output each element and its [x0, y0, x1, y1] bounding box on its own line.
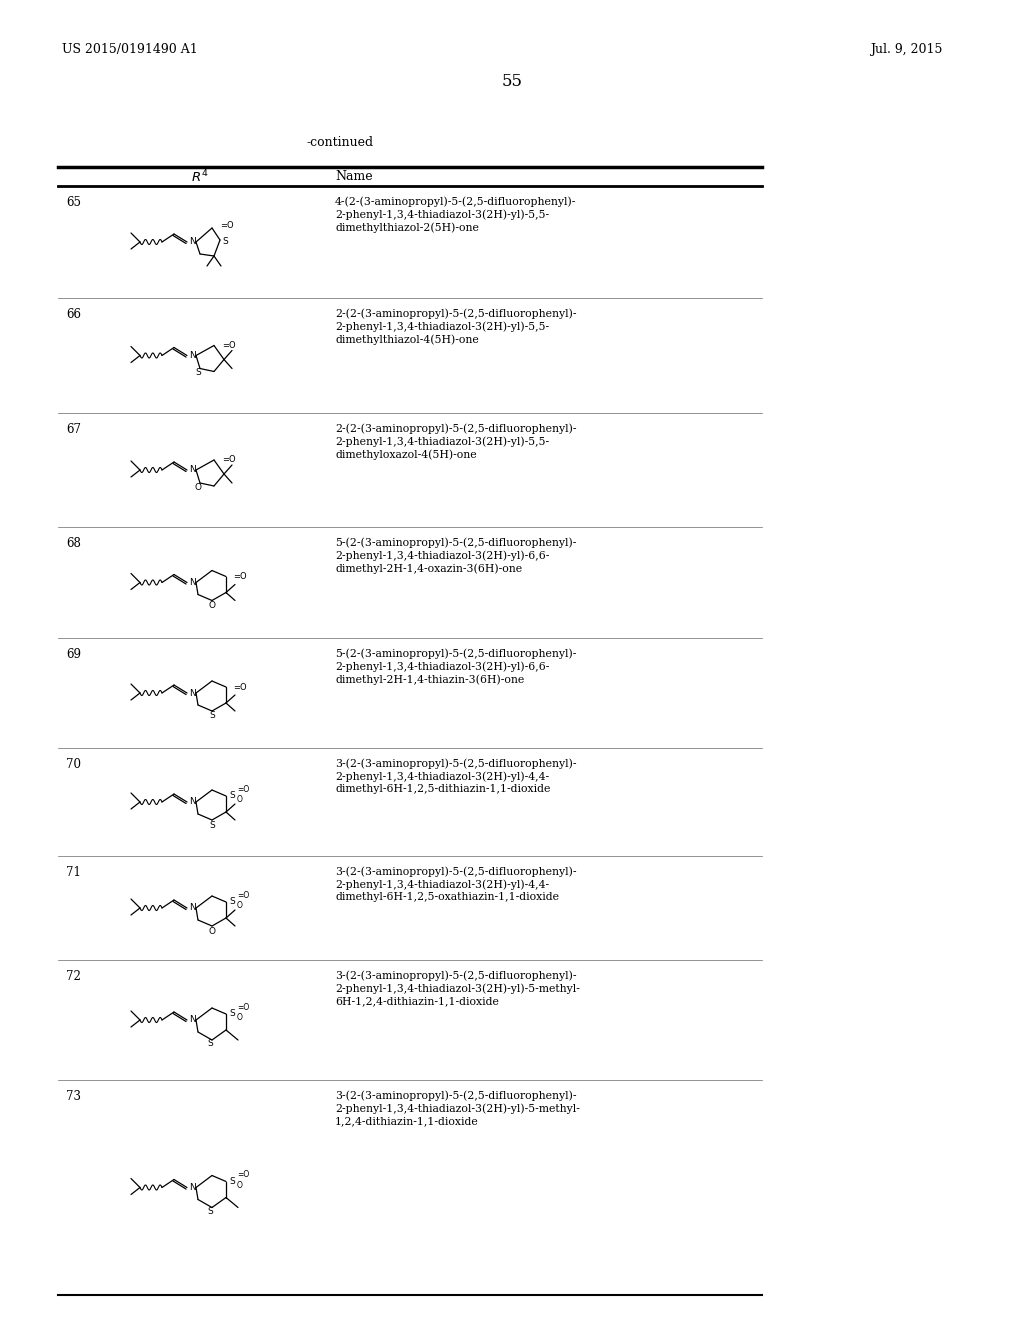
- Text: O: O: [237, 1181, 243, 1191]
- Text: 4-(2-(3-aminopropyl)-5-(2,5-difluorophenyl)-: 4-(2-(3-aminopropyl)-5-(2,5-difluorophen…: [335, 195, 577, 206]
- Text: N: N: [188, 238, 196, 247]
- Text: 69: 69: [66, 648, 81, 661]
- Text: S: S: [222, 236, 227, 246]
- Text: =O: =O: [237, 1170, 249, 1179]
- Text: 3-(2-(3-aminopropyl)-5-(2,5-difluorophenyl)-: 3-(2-(3-aminopropyl)-5-(2,5-difluorophen…: [335, 1090, 577, 1101]
- Text: 55: 55: [502, 74, 522, 91]
- Text: 2-(2-(3-aminopropyl)-5-(2,5-difluorophenyl)-: 2-(2-(3-aminopropyl)-5-(2,5-difluorophen…: [335, 308, 577, 318]
- Text: 2-(2-(3-aminopropyl)-5-(2,5-difluorophenyl)-: 2-(2-(3-aminopropyl)-5-(2,5-difluorophen…: [335, 422, 577, 433]
- Text: =O: =O: [237, 1002, 249, 1011]
- Text: O: O: [237, 796, 243, 804]
- Text: =O: =O: [233, 682, 247, 692]
- Text: =O: =O: [233, 572, 247, 581]
- Text: N: N: [188, 903, 196, 912]
- Text: 5-(2-(3-aminopropyl)-5-(2,5-difluorophenyl)-: 5-(2-(3-aminopropyl)-5-(2,5-difluorophen…: [335, 648, 577, 659]
- Text: S: S: [229, 792, 234, 800]
- Text: 72: 72: [66, 970, 81, 983]
- Text: 2-phenyl-1,3,4-thiadiazol-3(2H)-yl)-4,4-: 2-phenyl-1,3,4-thiadiazol-3(2H)-yl)-4,4-: [335, 771, 549, 781]
- Text: N: N: [188, 466, 196, 474]
- Text: 3-(2-(3-aminopropyl)-5-(2,5-difluorophenyl)-: 3-(2-(3-aminopropyl)-5-(2,5-difluorophen…: [335, 866, 577, 876]
- Text: 66: 66: [66, 308, 81, 321]
- Text: O: O: [209, 927, 215, 936]
- Text: 2-phenyl-1,3,4-thiadiazol-3(2H)-yl)-5,5-: 2-phenyl-1,3,4-thiadiazol-3(2H)-yl)-5,5-: [335, 209, 549, 219]
- Text: dimethylthiazol-2(5H)-one: dimethylthiazol-2(5H)-one: [335, 222, 479, 232]
- Text: S: S: [209, 711, 215, 721]
- Text: 2-phenyl-1,3,4-thiadiazol-3(2H)-yl)-6,6-: 2-phenyl-1,3,4-thiadiazol-3(2H)-yl)-6,6-: [335, 550, 549, 561]
- Text: O: O: [237, 902, 243, 911]
- Text: 73: 73: [66, 1090, 81, 1104]
- Text: US 2015/0191490 A1: US 2015/0191490 A1: [62, 44, 198, 57]
- Text: 70: 70: [66, 758, 81, 771]
- Text: S: S: [229, 898, 234, 907]
- Text: dimethyloxazol-4(5H)-one: dimethyloxazol-4(5H)-one: [335, 449, 476, 459]
- Text: S: S: [207, 1040, 213, 1048]
- Text: S: S: [229, 1010, 234, 1019]
- Text: 5-(2-(3-aminopropyl)-5-(2,5-difluorophenyl)-: 5-(2-(3-aminopropyl)-5-(2,5-difluorophen…: [335, 537, 577, 548]
- Text: N: N: [188, 689, 196, 697]
- Text: =O: =O: [222, 341, 236, 350]
- Text: 2-phenyl-1,3,4-thiadiazol-3(2H)-yl)-5-methyl-: 2-phenyl-1,3,4-thiadiazol-3(2H)-yl)-5-me…: [335, 983, 580, 994]
- Text: S: S: [207, 1206, 213, 1216]
- Text: dimethyl-6H-1,2,5-dithiazin-1,1-dioxide: dimethyl-6H-1,2,5-dithiazin-1,1-dioxide: [335, 784, 550, 795]
- Text: N: N: [188, 1015, 196, 1024]
- Text: =O: =O: [222, 455, 236, 465]
- Text: dimethyl-2H-1,4-oxazin-3(6H)-one: dimethyl-2H-1,4-oxazin-3(6H)-one: [335, 564, 522, 574]
- Text: Jul. 9, 2015: Jul. 9, 2015: [870, 44, 942, 57]
- Text: 65: 65: [66, 195, 81, 209]
- Text: =O: =O: [237, 891, 249, 899]
- Text: O: O: [209, 601, 215, 610]
- Text: O: O: [237, 1014, 243, 1023]
- Text: =O: =O: [220, 222, 233, 231]
- Text: S: S: [229, 1177, 234, 1185]
- Text: 2-phenyl-1,3,4-thiadiazol-3(2H)-yl)-5-methyl-: 2-phenyl-1,3,4-thiadiazol-3(2H)-yl)-5-me…: [335, 1104, 580, 1114]
- Text: 67: 67: [66, 422, 81, 436]
- Text: S: S: [209, 821, 215, 829]
- Text: 1,2,4-dithiazin-1,1-dioxide: 1,2,4-dithiazin-1,1-dioxide: [335, 1115, 479, 1126]
- Text: dimethylthiazol-4(5H)-one: dimethylthiazol-4(5H)-one: [335, 334, 479, 345]
- Text: 71: 71: [66, 866, 81, 879]
- Text: N: N: [188, 351, 196, 360]
- Text: dimethyl-6H-1,2,5-oxathiazin-1,1-dioxide: dimethyl-6H-1,2,5-oxathiazin-1,1-dioxide: [335, 892, 559, 902]
- Text: =O: =O: [237, 784, 249, 793]
- Text: S: S: [196, 368, 201, 378]
- Text: -continued: -continued: [306, 136, 374, 149]
- Text: 2-phenyl-1,3,4-thiadiazol-3(2H)-yl)-5,5-: 2-phenyl-1,3,4-thiadiazol-3(2H)-yl)-5,5-: [335, 321, 549, 331]
- Text: N: N: [188, 578, 196, 587]
- Text: Name: Name: [335, 170, 373, 183]
- Text: 68: 68: [66, 537, 81, 550]
- Text: 2-phenyl-1,3,4-thiadiazol-3(2H)-yl)-4,4-: 2-phenyl-1,3,4-thiadiazol-3(2H)-yl)-4,4-: [335, 879, 549, 890]
- Text: 3-(2-(3-aminopropyl)-5-(2,5-difluorophenyl)-: 3-(2-(3-aminopropyl)-5-(2,5-difluorophen…: [335, 970, 577, 981]
- Text: 2-phenyl-1,3,4-thiadiazol-3(2H)-yl)-5,5-: 2-phenyl-1,3,4-thiadiazol-3(2H)-yl)-5,5-: [335, 436, 549, 446]
- Text: dimethyl-2H-1,4-thiazin-3(6H)-one: dimethyl-2H-1,4-thiazin-3(6H)-one: [335, 675, 524, 685]
- Text: $R^4$: $R^4$: [191, 169, 209, 185]
- Text: O: O: [195, 483, 202, 491]
- Text: 6H-1,2,4-dithiazin-1,1-dioxide: 6H-1,2,4-dithiazin-1,1-dioxide: [335, 997, 499, 1006]
- Text: N: N: [188, 797, 196, 807]
- Text: 3-(2-(3-aminopropyl)-5-(2,5-difluorophenyl)-: 3-(2-(3-aminopropyl)-5-(2,5-difluorophen…: [335, 758, 577, 768]
- Text: N: N: [188, 1183, 196, 1192]
- Text: 2-phenyl-1,3,4-thiadiazol-3(2H)-yl)-6,6-: 2-phenyl-1,3,4-thiadiazol-3(2H)-yl)-6,6-: [335, 661, 549, 672]
